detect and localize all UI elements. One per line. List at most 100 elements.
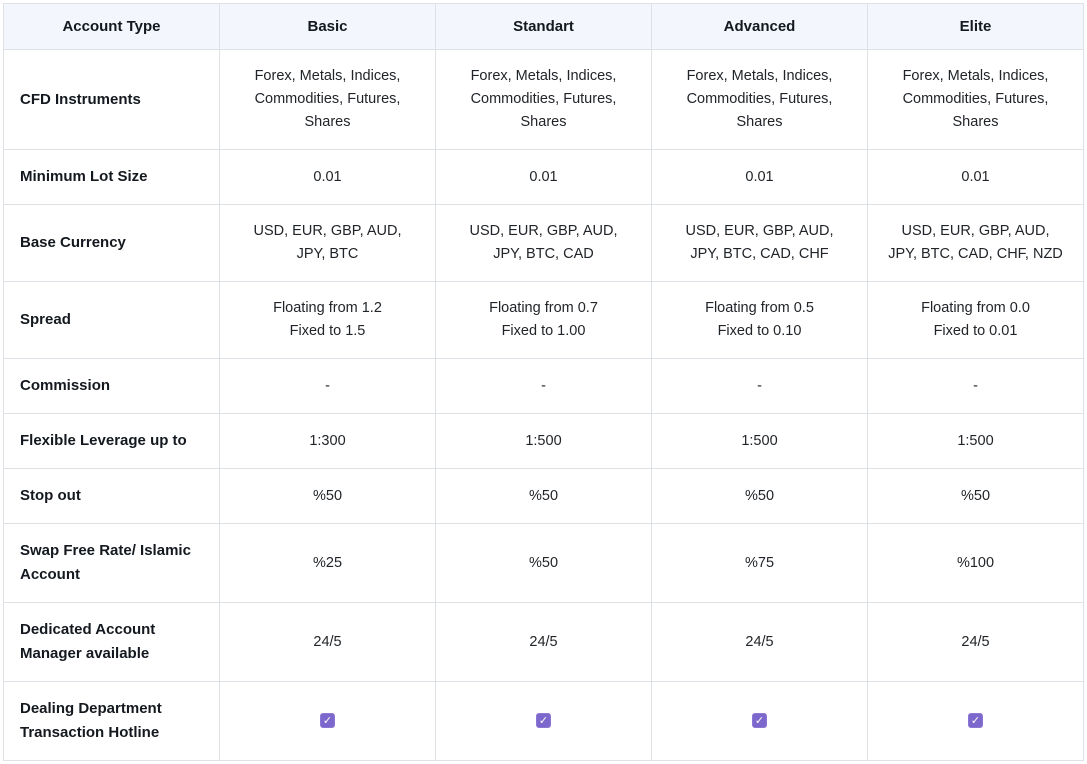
cell-value-line: Commodities, Futures, — [686, 91, 833, 107]
cell-value: - — [325, 377, 330, 394]
cell: Floating from 0.5 Fixed to 0.10 — [651, 281, 868, 359]
cell-value-line: USD, EUR, GBP, AUD, — [469, 223, 618, 239]
cell-value-line: Forex, Metals, Indices, — [902, 68, 1049, 84]
cell-value-line: Floating from 0.7 — [489, 300, 598, 316]
cell: - — [219, 358, 436, 414]
cell-value-line: Shares — [952, 114, 999, 130]
cell-value: - — [757, 377, 762, 394]
row-label: Commission — [3, 358, 220, 414]
cell: ✓ — [651, 681, 868, 761]
cell: Floating from 0.7 Fixed to 1.00 — [435, 281, 652, 359]
check-icon: ✓ — [754, 715, 765, 728]
row-label: Minimum Lot Size — [3, 149, 220, 205]
cell: %75 — [651, 523, 868, 603]
column-header-advanced: Advanced — [651, 3, 868, 50]
cell: ✓ — [219, 681, 436, 761]
cell-value-line: Fixed to 1.5 — [289, 323, 366, 339]
table-row: Dealing Department Transaction Hotline ✓ ✓… — [3, 681, 1084, 761]
table-row: Minimum Lot Size 0.01 0.01 0.01 0.01 — [3, 149, 1084, 205]
cell: - — [867, 358, 1084, 414]
cell: %100 — [867, 523, 1084, 603]
cell: Floating from 1.2 Fixed to 1.5 — [219, 281, 436, 359]
header-row: Account Type Basic Standart Advanced Eli… — [3, 3, 1084, 50]
cell: 0.01 — [651, 149, 868, 205]
cell-value-line: Commodities, Futures, — [254, 91, 401, 107]
cell-value: %50 — [960, 487, 991, 504]
checked-checkbox[interactable]: ✓ — [536, 713, 551, 729]
cell: 1:500 — [435, 413, 652, 469]
cell: USD, EUR, GBP, AUD, JPY, BTC, CAD, CHF, N… — [867, 204, 1084, 282]
cell: 0.01 — [219, 149, 436, 205]
column-header-account-type: Account Type — [3, 3, 220, 50]
table-row: Commission - - - - — [3, 358, 1084, 414]
cell-value-line: Floating from 0.0 — [921, 300, 1030, 316]
table-row: Spread Floating from 1.2 Fixed to 1.5 Float… — [3, 281, 1084, 359]
cell-value: 24/5 — [745, 633, 774, 650]
cell-value: 1:500 — [741, 432, 778, 449]
cell-value: 24/5 — [961, 633, 990, 650]
cell-value-line: Shares — [736, 114, 783, 130]
table-row: Flexible Leverage up to 1:300 1:500 1:500 1:… — [3, 413, 1084, 469]
cell: %50 — [435, 523, 652, 603]
cell-value-line: USD, EUR, GBP, AUD, — [901, 223, 1050, 239]
check-icon: ✓ — [970, 715, 981, 728]
row-label: Stop out — [3, 468, 220, 524]
cell: %50 — [651, 468, 868, 524]
cell-value-line: Forex, Metals, Indices, — [470, 68, 617, 84]
row-label: Dedicated Account Manager available — [3, 602, 220, 682]
cell: 1:500 — [651, 413, 868, 469]
table-row: Stop out %50 %50 %50 %50 — [3, 468, 1084, 524]
cell-value: 1:500 — [957, 432, 994, 449]
cell-value: %50 — [528, 554, 559, 571]
cell: ✓ — [867, 681, 1084, 761]
cell-value-line: Floating from 0.5 — [705, 300, 814, 316]
check-icon: ✓ — [322, 715, 333, 728]
account-comparison-table: Account Type Basic Standart Advanced Eli… — [3, 3, 1084, 761]
cell: 0.01 — [867, 149, 1084, 205]
row-label: Base Currency — [3, 204, 220, 282]
cell: Forex, Metals, Indices, Commodities, Futu… — [219, 49, 436, 150]
cell-value-line: Fixed to 0.01 — [933, 323, 1018, 339]
table-row: Swap Free Rate/ Islamic Account %25 %50 %75… — [3, 523, 1084, 603]
cell: %25 — [219, 523, 436, 603]
cell-value-line: Fixed to 1.00 — [501, 323, 586, 339]
cell-value-line: JPY, BTC, CAD, CHF, NZD — [888, 246, 1063, 262]
cell-value: %50 — [528, 487, 559, 504]
cell-value: 1:500 — [525, 432, 562, 449]
row-label: CFD Instruments — [3, 49, 220, 150]
checked-checkbox[interactable]: ✓ — [320, 713, 335, 729]
cell: Forex, Metals, Indices, Commodities, Futu… — [435, 49, 652, 150]
cell-value: %25 — [312, 554, 343, 571]
row-label: Flexible Leverage up to — [3, 413, 220, 469]
cell: 24/5 — [867, 602, 1084, 682]
cell-value: %50 — [744, 487, 775, 504]
cell-value-line: USD, EUR, GBP, AUD, — [685, 223, 834, 239]
cell: 24/5 — [435, 602, 652, 682]
checked-checkbox[interactable]: ✓ — [968, 713, 983, 729]
cell: 1:300 — [219, 413, 436, 469]
cell: ✓ — [435, 681, 652, 761]
cell-value: 0.01 — [529, 168, 558, 185]
cell-value-line: Shares — [520, 114, 567, 130]
cell-value-line: USD, EUR, GBP, AUD, — [253, 223, 402, 239]
cell: %50 — [435, 468, 652, 524]
cell: 24/5 — [219, 602, 436, 682]
table-row: CFD Instruments Forex, Metals, Indices, Co… — [3, 49, 1084, 150]
cell-value-line: Forex, Metals, Indices, — [254, 68, 401, 84]
cell-value: 0.01 — [745, 168, 774, 185]
cell-value-line: JPY, BTC — [296, 246, 359, 262]
row-label: Spread — [3, 281, 220, 359]
cell: Forex, Metals, Indices, Commodities, Futu… — [867, 49, 1084, 150]
column-header-elite: Elite — [867, 3, 1084, 50]
cell: - — [651, 358, 868, 414]
table-header: Account Type Basic Standart Advanced Eli… — [3, 3, 1084, 50]
checked-checkbox[interactable]: ✓ — [752, 713, 767, 729]
cell: USD, EUR, GBP, AUD, JPY, BTC — [219, 204, 436, 282]
cell: 0.01 — [435, 149, 652, 205]
cell-value-line: Commodities, Futures, — [902, 91, 1049, 107]
cell-value: 0.01 — [313, 168, 342, 185]
cell-value: %75 — [744, 554, 775, 571]
cell: %50 — [219, 468, 436, 524]
cell: Floating from 0.0 Fixed to 0.01 — [867, 281, 1084, 359]
